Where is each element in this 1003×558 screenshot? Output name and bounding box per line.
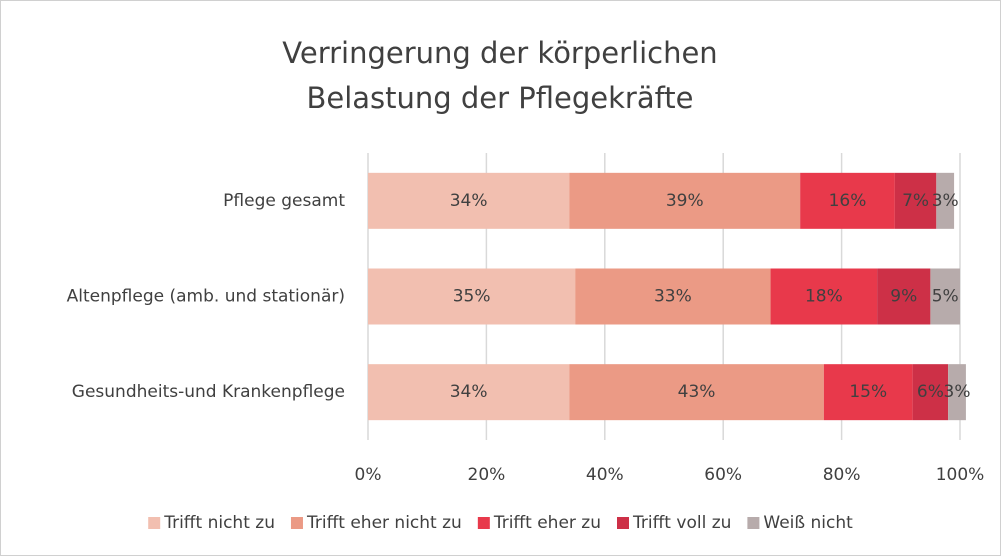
- x-tick-label: 80%: [823, 465, 861, 485]
- bar-segment: [823, 364, 913, 421]
- chart-title: Verringerung der körperlichen: [282, 36, 717, 70]
- x-tick-label: 100%: [936, 465, 985, 485]
- bar-segment: [936, 172, 955, 229]
- value-label: 16%: [829, 191, 867, 211]
- bar-segment: [894, 172, 937, 229]
- legend-swatch: [148, 517, 161, 529]
- chart-title: Belastung der Pflegekräfte: [306, 81, 693, 115]
- bar-segment: [368, 268, 576, 325]
- bar-segment: [575, 268, 771, 325]
- value-label: 43%: [678, 382, 716, 402]
- value-label: 35%: [453, 287, 491, 307]
- bar-segment: [368, 172, 570, 229]
- x-tick-label: 40%: [586, 465, 624, 485]
- bar-segment: [912, 364, 949, 421]
- value-label: 3%: [932, 191, 959, 211]
- legend-label: Trifft eher zu: [493, 513, 601, 533]
- bar-segment: [368, 364, 570, 421]
- legend-swatch: [290, 517, 303, 529]
- category-label: Pflege gesamt: [223, 191, 345, 211]
- value-label: 15%: [849, 382, 887, 402]
- bar-segment: [877, 268, 931, 325]
- bar-segment: [948, 364, 966, 421]
- bar-segment: [800, 172, 895, 229]
- value-label: 3%: [944, 382, 971, 402]
- bar-segment: [569, 364, 824, 421]
- value-label: 7%: [902, 191, 929, 211]
- value-label: 34%: [450, 191, 488, 211]
- bar-segment: [770, 268, 878, 325]
- x-tick-label: 0%: [355, 465, 382, 485]
- value-label: 39%: [666, 191, 704, 211]
- bar-segment: [569, 172, 801, 229]
- value-label: 5%: [932, 287, 959, 307]
- legend-label: Trifft eher nicht zu: [306, 513, 462, 533]
- bar-segment: [930, 268, 960, 325]
- value-label: 9%: [890, 287, 917, 307]
- legend-swatch: [617, 517, 629, 529]
- legend-swatch: [477, 517, 490, 529]
- value-label: 18%: [805, 287, 843, 307]
- x-tick-label: 20%: [468, 465, 506, 485]
- category-label: Gesundheits-und Krankenpflege: [72, 382, 345, 402]
- value-label: 34%: [450, 382, 488, 402]
- legend-label: Trifft voll zu: [632, 513, 731, 533]
- value-label: 33%: [654, 287, 692, 307]
- legend-label: Weiß nicht: [763, 513, 853, 533]
- legend-swatch: [747, 517, 760, 529]
- x-tick-label: 60%: [704, 465, 742, 485]
- legend-label: Trifft nicht zu: [163, 513, 275, 533]
- value-label: 6%: [917, 382, 944, 402]
- category-label: Altenpflege (amb. und stationär): [67, 287, 345, 307]
